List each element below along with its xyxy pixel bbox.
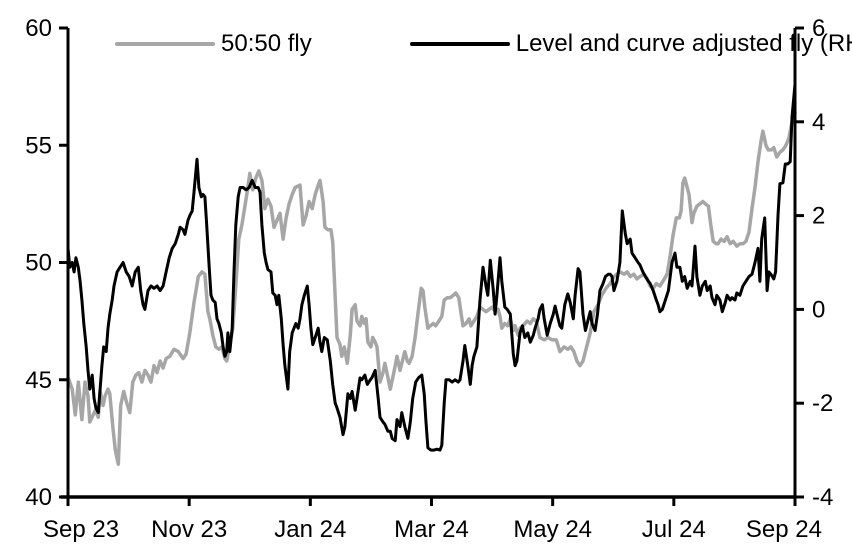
- x-axis-tick-label: Jul 24: [642, 516, 706, 543]
- x-axis-tick-label: Sep 23: [43, 516, 119, 543]
- right-axis-tick-label: -4: [812, 484, 833, 511]
- left-axis-tick-label: 50: [25, 250, 52, 277]
- x-axis-tick-label: Nov 23: [151, 516, 227, 543]
- x-axis-tick-label: Jan 24: [274, 516, 346, 543]
- right-axis-tick-label: 6: [812, 15, 825, 42]
- left-axis-tick-label: 45: [25, 367, 52, 394]
- series-line-adjusted-fly: [66, 82, 797, 452]
- x-axis-tick-label: Sep 24: [746, 516, 822, 543]
- axes-group: 60 55 50 45 40 6 4 2 0 -2 -4 Sep 23 Nov 23 Jan 24 Mar …: [25, 15, 833, 543]
- x-axis-tick-label: May 24: [513, 516, 592, 543]
- right-axis-tick-label: 2: [812, 203, 825, 230]
- right-axis-tick-label: -2: [812, 390, 833, 417]
- left-axis-tick-label: 60: [25, 15, 52, 42]
- x-axis-tick-label: Mar 24: [394, 516, 469, 543]
- right-axis-tick-label: 4: [812, 109, 825, 136]
- series-group: [66, 82, 797, 466]
- left-axis-tick-label: 55: [25, 132, 52, 159]
- left-axis-tick-label: 40: [25, 484, 52, 511]
- right-axis-tick-label: 0: [812, 296, 825, 323]
- series-line-5050-fly: [66, 110, 797, 466]
